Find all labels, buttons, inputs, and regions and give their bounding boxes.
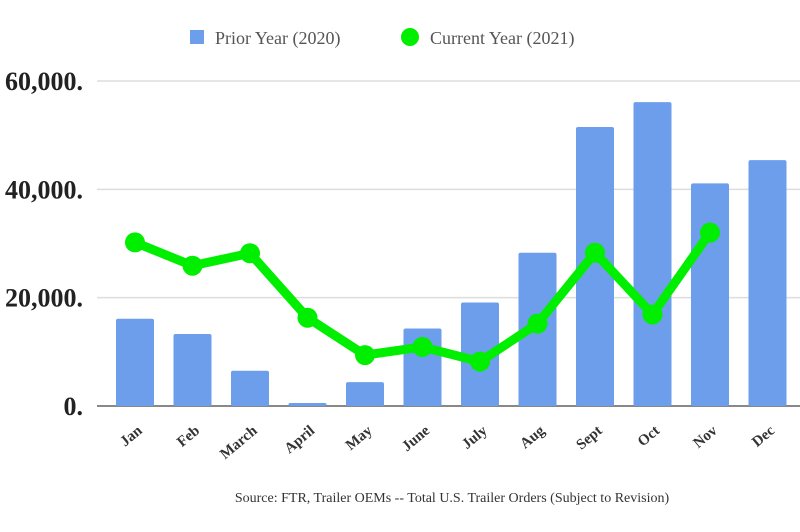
y-tick-label: 20,000. [5,284,83,313]
legend: Prior Year (2020) Current Year (2021) [190,28,574,49]
chart-source: Source: FTR, Trailer OEMs -- Total U.S. … [235,491,670,506]
legend-swatch-prior-year [190,30,204,44]
x-tick-label: Nov [690,422,720,451]
x-tick-label: March [217,422,261,462]
x-tick-label: Sept [574,423,606,453]
x-tick-label: July [459,422,491,452]
point-june [412,336,433,357]
point-feb [182,255,203,276]
bar-may [346,382,384,406]
y-tick-label: 60,000. [5,67,83,96]
x-tick-label: Feb [174,423,203,451]
x-tick-label: Jan [117,422,146,450]
legend-marker-current-year [401,28,419,46]
bar-feb [173,333,212,406]
bar-march [231,370,269,406]
point-july [470,351,490,372]
x-tick-label: Aug [517,422,548,452]
point-aug [527,313,548,334]
point-may [355,345,375,366]
x-tick-label: June [399,423,433,455]
bar-dec [748,160,787,406]
x-tick-label: Dec [749,423,778,451]
bar-sept [576,127,614,407]
x-tick-label: Oct [635,423,663,450]
bar-april [288,403,327,406]
point-april [297,307,318,328]
bar-oct [633,102,672,406]
point-jan [125,232,145,253]
bar-nov [691,183,729,406]
point-oct [642,304,663,325]
legend-label-current-year: Current Year (2021) [430,28,574,49]
point-sept [585,242,605,263]
x-tick-label: April [282,423,318,457]
point-march [240,243,260,264]
y-tick-label: 0. [64,392,84,421]
x-tick-label: May [343,422,376,453]
bar-jan [116,318,154,406]
legend-label-prior-year: Prior Year (2020) [215,28,341,49]
y-tick-label: 40,000. [5,175,83,204]
point-nov [700,222,720,243]
